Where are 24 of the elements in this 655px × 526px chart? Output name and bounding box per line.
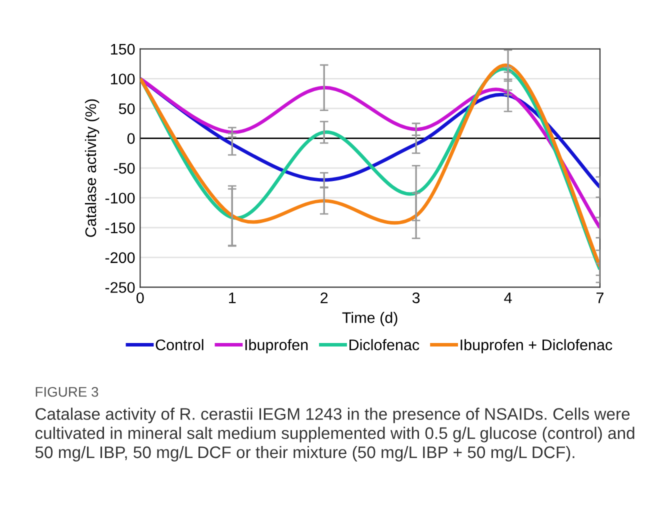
y-axis-title: Catalase activity (%) bbox=[84, 99, 100, 237]
x-tick-label: 7 bbox=[596, 292, 604, 304]
y-tick-label: 0 bbox=[127, 133, 135, 144]
x-axis-title: Time (d) bbox=[342, 312, 398, 326]
x-tick-label: 1 bbox=[229, 292, 236, 304]
x-tick-label: 3 bbox=[412, 292, 420, 304]
legend-label: Control bbox=[156, 339, 204, 350]
x-tick-label: 0 bbox=[136, 292, 144, 304]
y-tick-label: -250 bbox=[105, 282, 135, 293]
legend-label: Ibuprofen bbox=[245, 339, 308, 354]
y-tick-label: -200 bbox=[105, 252, 135, 264]
x-tick-label: 4 bbox=[504, 292, 512, 304]
line-series bbox=[140, 76, 600, 230]
y-tick-label: -100 bbox=[105, 192, 135, 204]
y-tick-label: 100 bbox=[110, 74, 135, 84]
y-tick-label: -150 bbox=[105, 222, 135, 234]
caption: FIGURE 3 bbox=[36, 386, 98, 397]
y-tick-label: -50 bbox=[114, 162, 135, 174]
legend-label: Ibuprofen + Diclofenac bbox=[460, 339, 612, 354]
x-tick-label: 2 bbox=[320, 292, 328, 304]
text: Catalase activity of R. cerastii IEGM 1243 in the presence of NSAIDs. Cells were cultivated in mineral salt medium supplemented with 0.5 g/L glucose (control) and 50 mg/L IBP, 50 mg/L DCF or their mixture (50 mg/L IBP + 50 mg/L DCF). bbox=[35, 408, 634, 462]
legend-label: Diclofenac bbox=[350, 339, 420, 350]
y-tick-label: 50 bbox=[118, 103, 135, 114]
y-tick-label: 150 bbox=[110, 44, 135, 55]
